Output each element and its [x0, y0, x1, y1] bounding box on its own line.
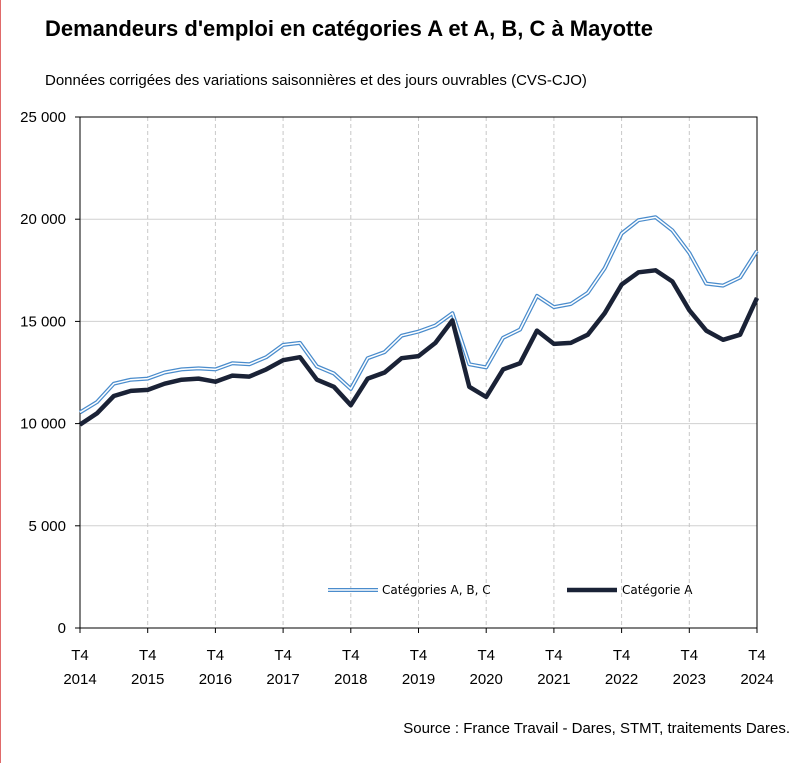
x-tick-label-quarter: T4 — [477, 647, 495, 664]
x-tick-label-year: 2016 — [199, 671, 232, 688]
axis-labels: 0 5 000 10 000 15 000 20 000 25 000 T4 2014 T4 20… — [20, 109, 774, 688]
x-tick-label-year: 2023 — [673, 671, 706, 688]
x-tick-label-quarter: T4 — [410, 647, 428, 664]
grid-lines — [80, 117, 757, 628]
x-tick-label-quarter: T4 — [545, 647, 563, 664]
legend-label-a: Catégorie A — [622, 583, 693, 597]
legend: Catégories A, B, C Catégorie A — [328, 583, 693, 597]
x-tick-label-quarter: T4 — [207, 647, 225, 664]
x-tick-label-quarter: T4 — [71, 647, 89, 664]
y-tick-label: 20 000 — [20, 211, 66, 228]
y-tick-label: 0 — [58, 620, 66, 637]
x-tick-label-year: 2019 — [402, 671, 435, 688]
legend-label-abc: Catégories A, B, C — [382, 583, 491, 597]
y-tick-label: 10 000 — [20, 416, 66, 433]
x-tick-label-year: 2015 — [131, 671, 164, 688]
y-tick-label: 25 000 — [20, 109, 66, 126]
series-lines — [78, 215, 760, 427]
x-tick-label-quarter: T4 — [748, 647, 766, 664]
chart-subtitle: Données corrigées des variations saisonn… — [45, 72, 587, 89]
x-tick-label-quarter: T4 — [342, 647, 360, 664]
x-tick-label-quarter: T4 — [139, 647, 157, 664]
source-note: Source : France Travail - Dares, STMT, t… — [403, 720, 790, 737]
chart-title: Demandeurs d'emploi en catégories A et A… — [45, 16, 653, 41]
x-tick-label-year: 2022 — [605, 671, 638, 688]
x-tick-label-year: 2018 — [334, 671, 367, 688]
x-tick-label-quarter: T4 — [613, 647, 631, 664]
y-tick-label: 5 000 — [28, 518, 66, 535]
x-tick-label-year: 2021 — [537, 671, 570, 688]
x-tick-label-quarter: T4 — [274, 647, 292, 664]
x-tick-label-year: 2014 — [63, 671, 96, 688]
x-tick-label-year: 2020 — [470, 671, 503, 688]
y-tick-label: 15 000 — [20, 313, 66, 330]
x-tick-label-year: 2024 — [740, 671, 773, 688]
series-line-abc-inner — [79, 216, 758, 414]
series-line-a — [78, 268, 760, 427]
x-tick-label-quarter: T4 — [681, 647, 699, 664]
x-tick-label-year: 2017 — [266, 671, 299, 688]
left-border-rule — [0, 0, 1, 763]
